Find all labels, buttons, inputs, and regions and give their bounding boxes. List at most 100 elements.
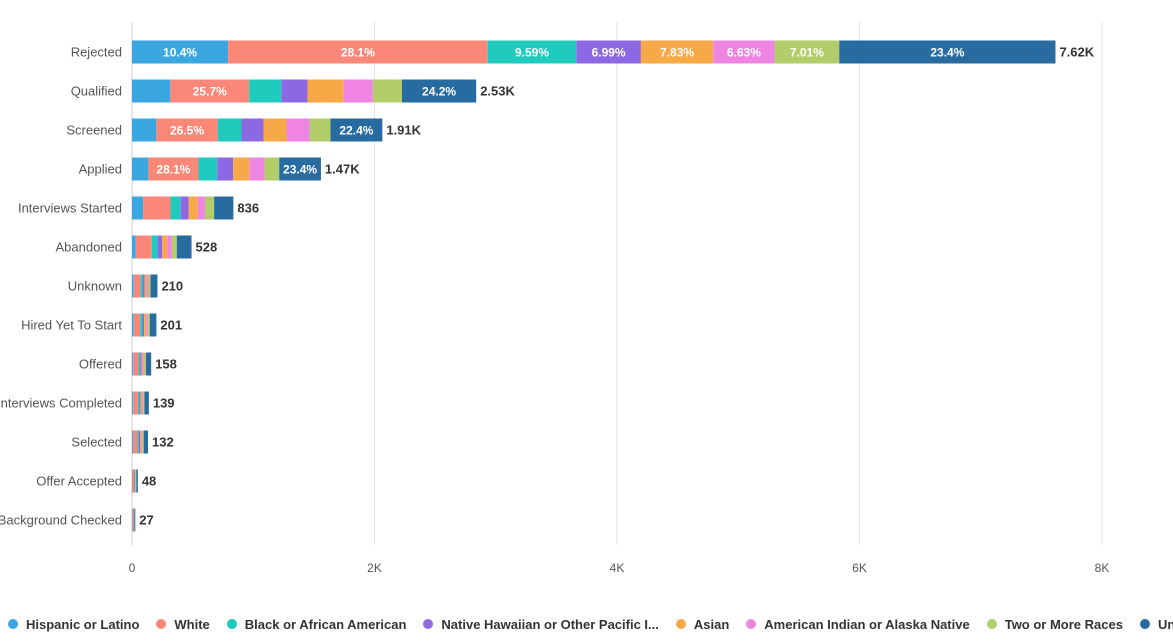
bar-segment[interactable]: [133, 313, 141, 337]
bar-segment[interactable]: [134, 508, 135, 532]
bar-segment[interactable]: [309, 118, 331, 142]
bar-segment[interactable]: [133, 274, 141, 298]
bar-segment[interactable]: [135, 235, 152, 259]
bar-segment[interactable]: [171, 235, 177, 259]
bar-segment[interactable]: [140, 352, 142, 376]
bar-segment[interactable]: [141, 352, 144, 376]
legend-item[interactable]: Native Hawaiian or Other Pacific I...: [423, 617, 659, 632]
bar-segment[interactable]: [640, 40, 714, 64]
bar-segment[interactable]: [142, 313, 145, 337]
bar-segment[interactable]: [133, 352, 139, 376]
bar-segment[interactable]: [372, 79, 402, 103]
bar-segment[interactable]: [140, 274, 143, 298]
bar-segment[interactable]: [286, 118, 310, 142]
bar-segment[interactable]: [151, 235, 158, 259]
bar-segment[interactable]: [147, 313, 150, 337]
bar-segment[interactable]: [198, 157, 218, 181]
bar-segment[interactable]: [133, 391, 138, 415]
legend-item[interactable]: Two or More Races: [986, 617, 1123, 632]
bar-segment[interactable]: [249, 157, 265, 181]
bar-segment[interactable]: [132, 157, 149, 181]
bar-segment[interactable]: [144, 352, 146, 376]
bar-segment[interactable]: [170, 196, 181, 220]
bar-segment[interactable]: [249, 79, 282, 103]
legend-item[interactable]: American Indian or Alaska Native: [746, 617, 970, 632]
bar-segment[interactable]: [138, 352, 141, 376]
bar-segment[interactable]: [144, 313, 147, 337]
bar-segment[interactable]: [137, 430, 139, 454]
bar-segment[interactable]: [139, 391, 141, 415]
bar-segment[interactable]: [145, 352, 152, 376]
bar-segment[interactable]: [135, 469, 137, 493]
bar-segment[interactable]: [134, 469, 136, 493]
bar-segment[interactable]: [217, 157, 234, 181]
bar-segment[interactable]: [148, 157, 199, 181]
bar-segment[interactable]: [142, 430, 144, 454]
bar-segment[interactable]: [188, 196, 198, 220]
bar-segment[interactable]: [228, 40, 488, 64]
bar-segment[interactable]: [140, 313, 143, 337]
bar-segment[interactable]: [134, 508, 136, 532]
bar-segment[interactable]: [233, 157, 250, 181]
bar-segment[interactable]: [138, 430, 141, 454]
bar-segment[interactable]: [132, 235, 136, 259]
bar-segment[interactable]: [133, 508, 135, 532]
bar-segment[interactable]: [142, 274, 145, 298]
bar-segment[interactable]: [143, 430, 149, 454]
bar-segment[interactable]: [140, 430, 142, 454]
legend-item[interactable]: Black or African American: [226, 617, 406, 632]
legend-item[interactable]: Unknown: [1139, 617, 1173, 632]
bar-segment[interactable]: [133, 508, 134, 532]
bar-segment[interactable]: [132, 313, 134, 337]
bar-segment[interactable]: [137, 391, 140, 415]
bar-segment[interactable]: [136, 469, 138, 493]
bar-segment[interactable]: [132, 40, 229, 64]
legend-item[interactable]: Asian: [675, 617, 729, 632]
bar-segment[interactable]: [146, 274, 149, 298]
bar-segment[interactable]: [146, 313, 148, 337]
bar-segment[interactable]: [132, 274, 134, 298]
bar-segment[interactable]: [141, 430, 143, 454]
bar-segment[interactable]: [343, 79, 373, 103]
bar-segment[interactable]: [774, 40, 840, 64]
bar-segment[interactable]: [487, 40, 577, 64]
bar-segment[interactable]: [217, 118, 242, 142]
bar-segment[interactable]: [132, 469, 133, 493]
bar-segment[interactable]: [132, 430, 133, 454]
bar-segment[interactable]: [148, 274, 151, 298]
bar-segment[interactable]: [132, 391, 134, 415]
bar-segment[interactable]: [143, 391, 145, 415]
bar-segment[interactable]: [134, 469, 135, 493]
legend-item[interactable]: White: [156, 617, 210, 632]
bar-segment[interactable]: [162, 235, 168, 259]
bar-segment[interactable]: [180, 196, 189, 220]
bar-segment[interactable]: [167, 235, 172, 259]
bar-segment[interactable]: [241, 118, 264, 142]
bar-segment[interactable]: [156, 118, 218, 142]
bar-segment[interactable]: [135, 469, 136, 493]
bar-segment[interactable]: [132, 79, 171, 103]
bar-segment[interactable]: [143, 352, 145, 376]
bar-segment[interactable]: [149, 313, 157, 337]
bar-segment[interactable]: [144, 391, 149, 415]
bar-segment[interactable]: [132, 196, 144, 220]
bar-segment[interactable]: [132, 352, 134, 376]
bar-segment[interactable]: [144, 274, 147, 298]
bar-segment[interactable]: [839, 40, 1056, 64]
bar-segment[interactable]: [264, 157, 280, 181]
bar-segment[interactable]: [401, 79, 477, 103]
bar-segment[interactable]: [330, 118, 383, 142]
bar-segment[interactable]: [281, 79, 308, 103]
bar-segment[interactable]: [279, 157, 321, 181]
bar-segment[interactable]: [132, 469, 135, 493]
bar-segment[interactable]: [157, 235, 163, 259]
bar-segment[interactable]: [140, 391, 142, 415]
bar-segment[interactable]: [307, 79, 344, 103]
bar-segment[interactable]: [134, 469, 136, 493]
bar-segment[interactable]: [713, 40, 775, 64]
bar-segment[interactable]: [150, 274, 158, 298]
bar-segment[interactable]: [197, 196, 205, 220]
bar-segment[interactable]: [143, 196, 171, 220]
bar-segment[interactable]: [132, 508, 134, 532]
legend-item[interactable]: Hispanic or Latino: [8, 617, 139, 632]
